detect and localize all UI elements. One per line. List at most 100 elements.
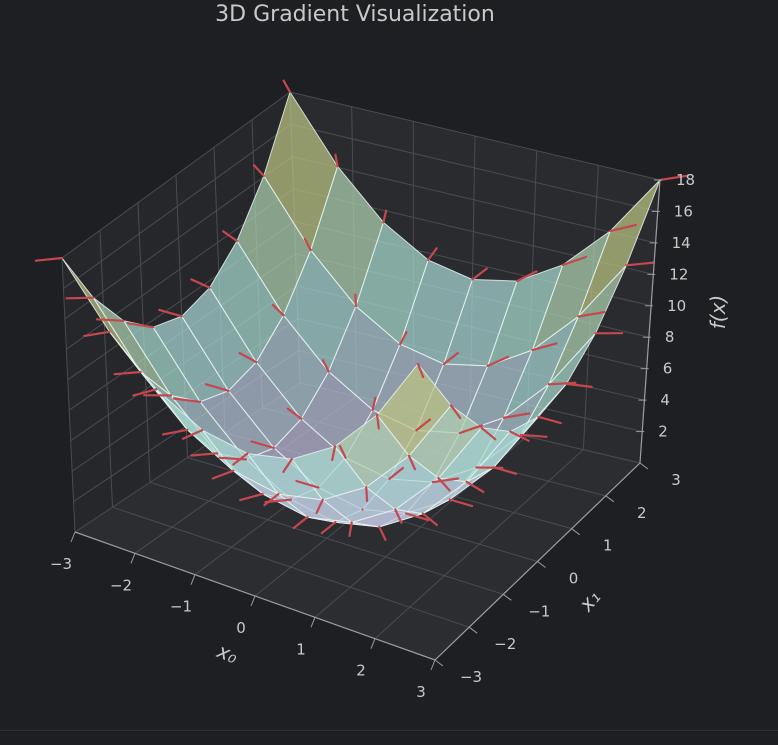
gradient-segment-5-4 — [405, 512, 430, 522]
gradient-segment-0-6 — [222, 230, 239, 243]
gradient-segment-4-5 — [388, 466, 405, 480]
gradient-segment-5-8 — [515, 270, 538, 283]
gradient-segment-7-6 — [547, 381, 577, 386]
gradient-segment-3-1 — [211, 469, 235, 480]
gradient-segment-3-0 — [181, 429, 204, 440]
gradient-segment-2-6 — [321, 359, 330, 373]
gradient-segment-1-7 — [303, 237, 312, 252]
gradient-segment-4-2 — [292, 515, 309, 530]
gradient-segment-6-6 — [502, 412, 531, 419]
gradient-segment-1-8 — [334, 153, 339, 168]
gradient-segment-8-4 — [537, 415, 562, 425]
gradient-segment-4-3 — [320, 521, 337, 535]
x0-tick-3 — [250, 595, 256, 607]
gradient-segment-6-2 — [394, 508, 403, 524]
gradient-segment-2-2 — [190, 452, 219, 457]
x0-tick-6 — [430, 659, 436, 671]
gradient-segment-0-0 — [34, 256, 64, 262]
z-tick-label-3: 8 — [665, 328, 675, 346]
x1-tick-label-4: 1 — [603, 537, 613, 555]
x1-tick-3 — [537, 561, 546, 568]
gradient-segment-2-1 — [161, 428, 189, 436]
gradient-segment-1-1 — [113, 370, 142, 376]
x1-tick-label-1: −2 — [494, 635, 516, 653]
gradient-segment-5-6 — [458, 424, 483, 435]
x0-tick-label-4: 1 — [296, 640, 306, 658]
gradient-segment-7-5 — [519, 433, 548, 438]
gradient-segment-7-7 — [577, 311, 606, 318]
x0-tick-1 — [130, 553, 136, 564]
z-tick-label-1: 4 — [660, 391, 670, 409]
gradient-segment-4-7 — [442, 351, 459, 366]
z-tick-label-8: 18 — [676, 171, 695, 189]
gradient-segment-2-4 — [250, 440, 276, 450]
x0-tick-4 — [310, 617, 316, 628]
gradient-segment-3-8 — [427, 247, 438, 262]
gradient-segment-0-8 — [282, 79, 292, 94]
gradient-segment-8-0 — [416, 362, 425, 379]
gradient-segment-7-1 — [407, 454, 416, 471]
gradient-segment-2-8 — [382, 209, 388, 224]
gradient-segment-8-2 — [480, 426, 497, 441]
gradient-segment-2-7 — [354, 293, 357, 308]
x1-tick-4 — [571, 528, 580, 536]
x0-tick-label-2: −1 — [170, 598, 192, 616]
x0-tick-label-6: 3 — [416, 683, 426, 701]
gradient-segment-6-8 — [561, 255, 588, 266]
gradient-segment-5-3 — [378, 525, 387, 542]
x1-tick-label-6: 3 — [671, 471, 681, 489]
gradient-segment-7-3 — [465, 480, 485, 494]
gradient-segment-6-0 — [331, 445, 337, 462]
gradient-segment-1-0 — [83, 330, 111, 337]
gradient-segment-7-4 — [492, 466, 518, 475]
gradient-segment-6-4 — [448, 498, 474, 508]
gradient-segment-3-4 — [295, 479, 320, 489]
gradient-segment-3-7 — [399, 331, 408, 346]
gradient-segment-0-7 — [252, 164, 265, 177]
gradient-segment-5-5 — [431, 477, 460, 484]
x0-tick-5 — [370, 638, 376, 649]
gradient-segment-8-5 — [565, 382, 593, 388]
z-tick-label-5: 12 — [669, 265, 688, 283]
x0-tick-2 — [190, 574, 196, 585]
gradient-segment-3-5 — [338, 444, 347, 459]
gradient-segment-5-1 — [315, 498, 324, 515]
x1-tick-1 — [468, 626, 478, 634]
x1-tick-label-3: 0 — [569, 570, 579, 588]
x1-tick-2 — [503, 593, 512, 601]
gradient-segment-2-5 — [286, 407, 303, 420]
gradient-segment-8-8 — [658, 174, 689, 182]
gradient-segment-1-3 — [173, 397, 202, 403]
z-axis-label: f(x) — [706, 295, 730, 329]
gradient-segment-7-2 — [437, 477, 451, 492]
x0-axis-label: x₀ — [213, 638, 241, 668]
gradient-segment-6-7 — [531, 342, 558, 352]
z-tick-label-2: 6 — [663, 360, 673, 378]
z-tick-label-6: 14 — [672, 234, 691, 252]
gradient-segment-2-0 — [132, 388, 158, 397]
gradient-segment-7-8 — [609, 223, 637, 233]
wall-grid-horiz-8 — [289, 91, 661, 181]
x1-tick-label-2: −1 — [528, 602, 550, 620]
gradient-segment-1-4 — [205, 383, 230, 392]
gradient-segment-0-5 — [190, 278, 211, 289]
side-grid-vert-1 — [99, 230, 113, 508]
x1-tick-6 — [639, 462, 649, 470]
gradient-segment-4-6 — [415, 418, 432, 432]
bottom-divider — [0, 730, 778, 731]
gradient-segment-1-5 — [238, 352, 258, 364]
gradient-segment-6-1 — [365, 486, 369, 502]
gradient-segment-5-0 — [282, 458, 293, 473]
wall-grid-horiz-6 — [292, 156, 656, 244]
side-grid-vert-0 — [61, 257, 76, 533]
gradient-segment-6-3 — [421, 512, 438, 527]
gradient-segment-8-7 — [625, 261, 655, 267]
gradient-segment-0-2 — [95, 318, 125, 322]
gradient-segment-4-1 — [263, 493, 280, 507]
gradient-segment-5-7 — [486, 355, 510, 367]
gradient-segment-5-2 — [348, 521, 353, 537]
x0-tick-0 — [70, 531, 76, 543]
chart-title: 3D Gradient Visualization — [215, 2, 495, 27]
z-tick-label-4: 10 — [667, 297, 686, 315]
